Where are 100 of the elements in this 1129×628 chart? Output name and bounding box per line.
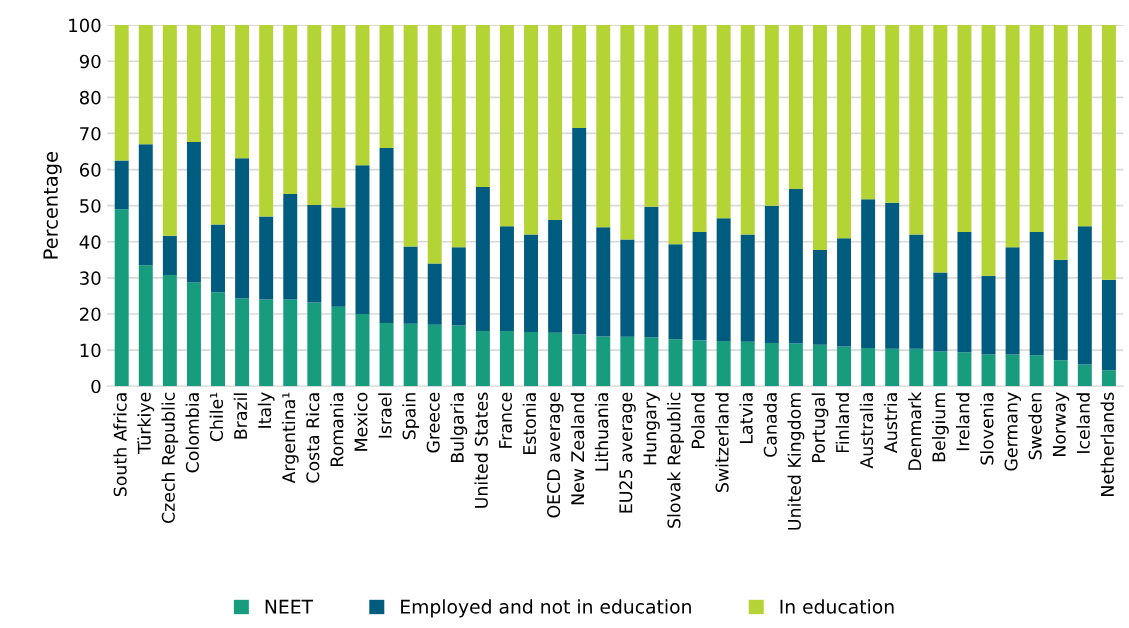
bar — [114, 209, 129, 387]
bar — [114, 160, 129, 210]
bar — [716, 25, 731, 219]
bar — [596, 25, 611, 228]
bar — [499, 330, 514, 387]
x-tick-label: Germany — [1004, 392, 1021, 471]
bar — [524, 25, 539, 235]
bar — [933, 351, 948, 387]
bar — [211, 292, 225, 387]
bar — [861, 25, 876, 200]
x-tick-label: Estonia — [522, 393, 537, 454]
bar — [235, 25, 250, 159]
bar — [283, 25, 298, 195]
x-tick-label: Sweden — [1028, 393, 1042, 460]
bar — [379, 25, 394, 148]
bar — [812, 250, 827, 345]
bar — [331, 25, 346, 208]
y-tick-label: 90 — [79, 54, 101, 69]
bar — [764, 342, 779, 387]
y-tick-label: 10 — [80, 343, 101, 358]
x-tick-label: Poland — [691, 393, 705, 449]
bar — [981, 354, 996, 387]
bar — [379, 147, 394, 324]
y-axis-title: Percentage — [43, 152, 62, 259]
y-tick-label: 50 — [80, 199, 101, 213]
bar — [812, 344, 827, 387]
bar — [596, 227, 611, 337]
bar — [138, 144, 153, 266]
bar — [740, 234, 755, 342]
bar — [572, 25, 587, 129]
bar — [644, 25, 659, 207]
bar — [427, 25, 442, 264]
x-tick-label: United States — [474, 392, 488, 508]
bar — [499, 25, 514, 227]
bar — [668, 339, 683, 387]
bar — [379, 323, 394, 387]
bar — [186, 282, 201, 387]
x-tick-label: OECD average — [547, 392, 564, 518]
bar — [427, 324, 442, 387]
x-tick-label: Bulgaria — [450, 393, 468, 463]
x-tick-label: Iceland — [1076, 393, 1090, 453]
bar — [548, 220, 563, 333]
x-tick-label: France — [499, 392, 512, 448]
bar — [475, 25, 490, 187]
bar — [957, 25, 972, 233]
bar — [259, 25, 274, 217]
x-tick-label: Norway — [1052, 392, 1070, 456]
x-tick-label: Italy — [257, 392, 275, 428]
bar — [403, 25, 418, 247]
bar — [1101, 25, 1116, 280]
bar — [1005, 247, 1020, 355]
bar — [307, 25, 322, 205]
bar — [740, 341, 755, 387]
bar — [788, 189, 803, 344]
bar — [186, 142, 201, 283]
bar — [1029, 25, 1044, 233]
bar — [596, 336, 611, 387]
bar — [1053, 25, 1068, 260]
bar — [331, 207, 346, 307]
bar — [933, 25, 948, 273]
y-tick-label: 70 — [80, 126, 101, 141]
bar — [837, 346, 852, 387]
bar — [620, 336, 635, 387]
bar — [668, 244, 683, 340]
bar — [692, 340, 707, 387]
bar — [548, 332, 563, 387]
bar — [812, 25, 827, 251]
bar — [1077, 25, 1092, 227]
bar — [162, 235, 177, 275]
y-tick-label: 0 — [91, 379, 101, 394]
bar — [981, 25, 996, 276]
bar — [620, 25, 635, 240]
bar — [909, 234, 924, 349]
bar — [885, 202, 900, 349]
bar — [740, 25, 755, 235]
bar — [259, 216, 274, 300]
bar — [114, 25, 129, 161]
bar — [355, 165, 370, 314]
bar — [1029, 355, 1044, 387]
x-tick-label: Finland — [835, 393, 850, 453]
x-tick-label: United Kingdom — [787, 393, 805, 530]
bar — [1077, 364, 1092, 387]
bar — [837, 238, 852, 347]
x-tick-label: Switzerland — [715, 393, 729, 492]
bar — [1005, 25, 1020, 248]
bar — [451, 247, 466, 326]
bar — [861, 347, 876, 387]
bar — [909, 25, 924, 235]
bar — [235, 298, 250, 387]
bar — [403, 246, 418, 324]
bar — [475, 186, 490, 331]
x-tick-label: Colombia — [185, 393, 199, 473]
x-tick-label: Netherlands — [1100, 392, 1114, 496]
bar — [283, 194, 298, 300]
x-tick-label: Latvia — [739, 393, 753, 443]
x-tick-label: Australia — [859, 393, 874, 469]
x-tick-label: Canada — [763, 393, 777, 457]
x-tick-label: Spain — [402, 393, 420, 440]
x-tick-label: New Zealand — [570, 393, 585, 505]
bar — [451, 325, 466, 387]
